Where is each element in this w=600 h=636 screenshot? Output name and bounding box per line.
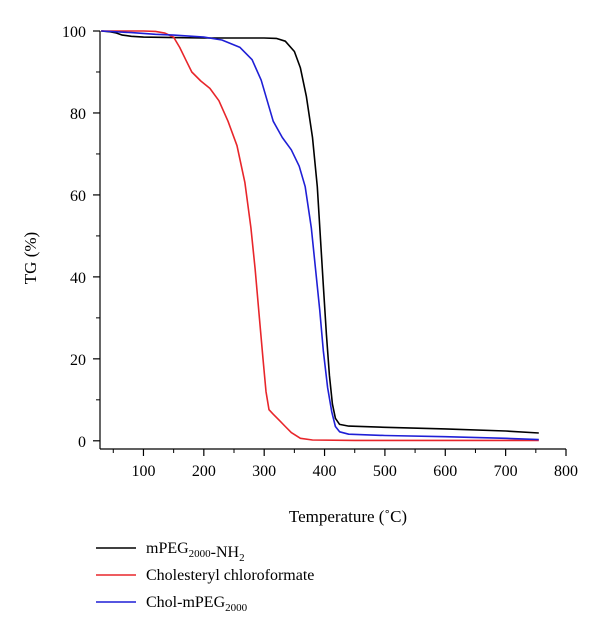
y-axis-title: TG (%) <box>21 232 40 284</box>
y-tick-label: 60 <box>70 188 86 205</box>
y-tick-label: 100 <box>62 24 86 41</box>
series-line-1 <box>101 30 539 434</box>
series-layer <box>101 30 539 442</box>
x-tick-label: 300 <box>252 463 276 480</box>
y-tick-label: 40 <box>70 270 86 287</box>
x-tick-label: 600 <box>433 463 457 480</box>
x-tick-label: 800 <box>554 463 578 480</box>
series-line-3 <box>101 30 539 441</box>
legend-label: mPEG2000-NH2 <box>146 540 245 564</box>
legend-item: Chol-mPEG2000 <box>96 594 248 614</box>
legend-label: Chol-mPEG2000 <box>146 594 248 614</box>
x-tick-label: 500 <box>373 463 397 480</box>
x-axis-title: Temperature (˚C) <box>289 507 407 526</box>
series-line-2 <box>101 30 539 442</box>
legend-item: mPEG2000-NH2 <box>96 540 245 564</box>
legend-item: Cholesteryl chloroformate <box>96 567 314 584</box>
x-tick-label: 100 <box>131 463 155 480</box>
legend-label: Cholesteryl chloroformate <box>146 567 314 584</box>
x-tick-label: 200 <box>192 463 216 480</box>
x-tick-label: 400 <box>313 463 337 480</box>
y-tick-label: 80 <box>70 106 86 123</box>
y-tick-label: 20 <box>70 352 86 369</box>
legend: mPEG2000-NH2 Cholesteryl chloroformate Cho… <box>96 540 314 614</box>
y-tick-label: 0 <box>78 434 86 451</box>
x-tick-label: 700 <box>494 463 518 480</box>
axes: 100 200 300 400 500 600 700 800 0 20 40 60 80 100 <box>62 24 578 480</box>
